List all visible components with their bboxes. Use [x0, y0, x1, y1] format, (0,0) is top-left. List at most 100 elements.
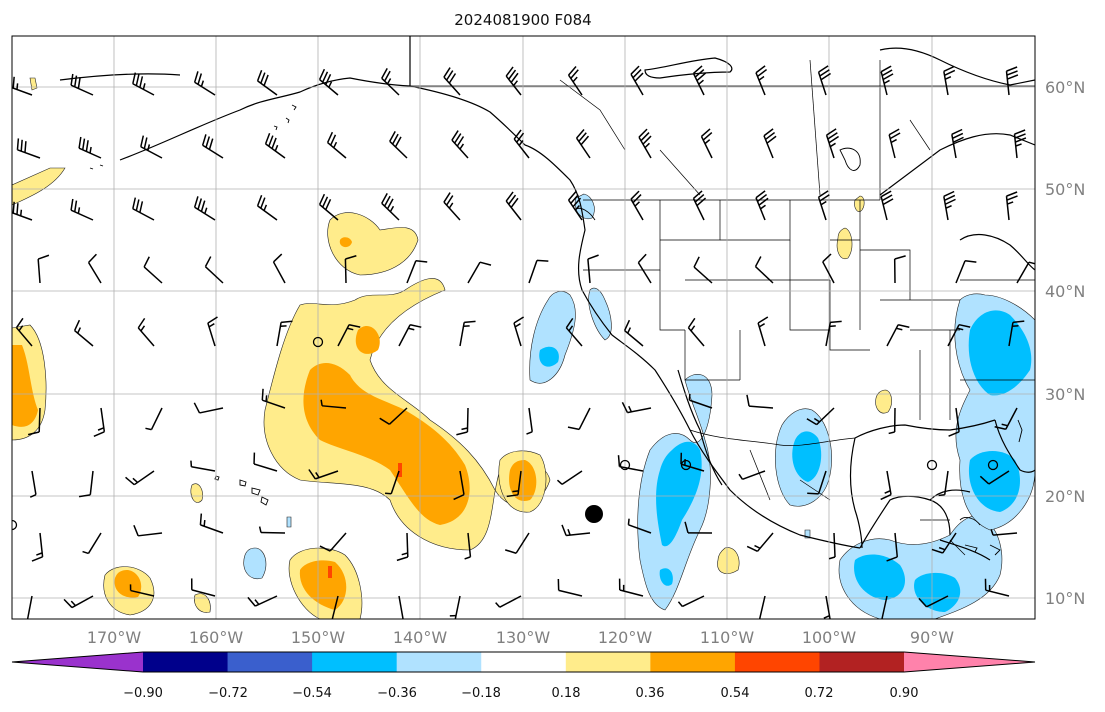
- lat-label: 40°N: [1045, 282, 1085, 301]
- wind-barb: [505, 66, 522, 96]
- island: [959, 517, 981, 526]
- lon-label: 110°W: [700, 628, 755, 647]
- colorbar-tick-label: −0.72: [208, 686, 248, 701]
- wind-barb: [133, 524, 163, 537]
- anomaly-region: [327, 212, 419, 276]
- wind-barb: [29, 470, 37, 498]
- wind-barb: [344, 255, 357, 284]
- island: [989, 544, 1001, 556]
- map-frame: [11, 35, 1036, 620]
- wind-barb: [193, 71, 216, 96]
- border: [684, 330, 740, 381]
- border: [789, 240, 830, 331]
- hollow-circle-icon: [680, 459, 692, 471]
- wind-barb: [943, 65, 956, 96]
- wind-barb: [526, 407, 533, 435]
- wind-barb: [557, 578, 583, 597]
- wind-barb: [132, 197, 155, 221]
- positive-anomaly-fills: [12, 77, 892, 619]
- wind-barb: [207, 316, 218, 347]
- wind-barb: [807, 470, 827, 495]
- wind-barb: [82, 532, 102, 555]
- coastline: [959, 233, 1035, 271]
- border: [559, 79, 626, 151]
- wind-barb: [757, 316, 769, 347]
- wind-barb: [27, 407, 41, 436]
- wind-barb: [308, 469, 339, 480]
- coastline: [854, 419, 996, 439]
- wind-barb: [684, 521, 713, 534]
- latitude-axis: 60°N 50°N 40°N 30°N 20°N 10°N: [1045, 78, 1085, 608]
- wind-barb: [381, 192, 400, 221]
- colorbar-segment: [565, 652, 651, 672]
- colorbar-tick-label: −0.18: [461, 686, 501, 701]
- wind-barb: [979, 470, 1010, 485]
- wind-barb: [70, 198, 94, 221]
- wind-barb: [746, 394, 774, 409]
- wind-barbs: [12, 65, 1035, 619]
- island: [964, 544, 978, 553]
- wind-barb: [137, 317, 155, 347]
- wind-barb: [693, 256, 713, 284]
- wind-barb: [63, 595, 94, 609]
- wind-barb: [37, 254, 50, 284]
- anomaly-region: [12, 345, 38, 427]
- coastline: [409, 85, 691, 431]
- wind-barb: [567, 407, 591, 431]
- wind-barb: [398, 324, 422, 347]
- wind-barb: [1008, 320, 1025, 347]
- wind-barb: [389, 130, 408, 159]
- hollow-circle-icon: [619, 459, 631, 471]
- wind-barb: [25, 595, 33, 619]
- wind-barb: [193, 196, 216, 221]
- anomaly-region: [854, 554, 905, 600]
- wind-barb: [567, 65, 583, 96]
- wind-barb: [513, 129, 530, 159]
- border: [809, 59, 821, 196]
- colorbar-segment: [819, 652, 905, 672]
- wind-barb: [938, 470, 949, 497]
- wind-barb: [825, 320, 842, 347]
- wind-barb: [201, 134, 224, 159]
- anomaly-region: [194, 593, 211, 613]
- wind-barb: [406, 259, 428, 284]
- wind-barb: [755, 190, 769, 221]
- wind-barb: [326, 595, 339, 619]
- hollow-circle-icon: [12, 519, 18, 531]
- wind-barb: [70, 73, 94, 96]
- wind-barb: [746, 532, 774, 552]
- wind-barb: [256, 194, 278, 221]
- wind-barb: [256, 69, 278, 96]
- colorbar-segment: [143, 652, 229, 672]
- wind-barb: [556, 470, 583, 485]
- wind-barb: [918, 595, 949, 608]
- wind-barb: [190, 460, 216, 472]
- wind-barb: [947, 323, 971, 347]
- wind-barb: [453, 470, 465, 501]
- anomaly-region: [243, 547, 267, 580]
- wind-barb: [385, 470, 400, 495]
- wind-barb: [817, 190, 830, 221]
- wind-barb: [459, 320, 476, 347]
- border: [949, 539, 966, 556]
- colorbar-extend-high: [904, 652, 1035, 672]
- island: [273, 125, 278, 131]
- wind-barb: [129, 584, 155, 597]
- islands: [89, 104, 1023, 556]
- wind-barb: [587, 254, 599, 284]
- lat-label: 60°N: [1045, 78, 1085, 97]
- wind-barb: [253, 452, 278, 472]
- colorbar-segment: [396, 652, 482, 672]
- island: [251, 487, 261, 496]
- ocean-background: [12, 36, 1035, 619]
- wind-barb: [504, 532, 530, 554]
- wind-barb: [567, 190, 583, 221]
- wind-barb: [637, 253, 652, 284]
- anomaly-region: [539, 346, 559, 367]
- colorbar-tick-label: 0.18: [552, 686, 581, 701]
- coastline: [994, 419, 1035, 473]
- wind-barb: [379, 407, 408, 425]
- wind-barb: [31, 532, 44, 562]
- filled-circle-icon: [585, 505, 603, 523]
